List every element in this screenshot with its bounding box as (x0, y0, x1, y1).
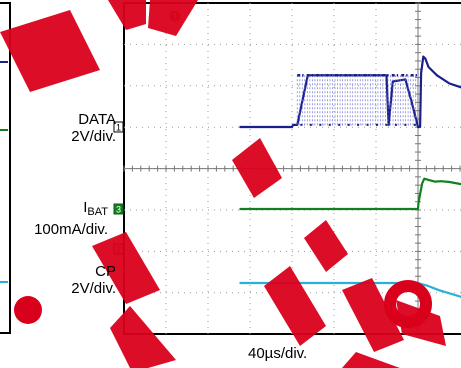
ibat-trace (239, 177, 461, 211)
channel-1-marker: 1 (113, 121, 124, 133)
watermark-stripes (0, 0, 446, 368)
watermark-dot (14, 296, 42, 324)
watermark-stroke (342, 278, 404, 352)
watermark-stroke (110, 306, 176, 368)
ibat-letter: I (83, 199, 88, 216)
cp-channel-scale: 2V/div. (71, 280, 116, 297)
watermark-stroke (232, 138, 282, 198)
left-edge-trace-strip (0, 2, 11, 334)
data-channel-scale: 2V/div. (71, 128, 116, 145)
watermark-stroke (342, 352, 400, 368)
channel-marker-number: 1 (116, 123, 121, 133)
watermark-stroke (108, 0, 146, 30)
watermark-stroke (92, 232, 160, 304)
watermark-stroke (264, 266, 326, 346)
channel-marker-box (113, 121, 124, 133)
channel-marker-number: 3 (116, 205, 121, 215)
data-channel-label: DATA 2V/div. (50, 111, 116, 145)
data-channel-name: DATA (78, 111, 116, 128)
timebase-label: 40µs/div. (248, 345, 308, 362)
ibat-channel-label: IBAT 100mA/div. (0, 199, 108, 238)
watermark-stroke (0, 10, 100, 92)
channel-marker-box (113, 203, 124, 215)
cp-channel-label: CP 2V/div. (40, 263, 116, 297)
left-strip-frame (0, 2, 11, 334)
ibat-subscript: BAT (87, 206, 108, 218)
watermark-stroke (148, 0, 198, 36)
trace-layer (239, 55, 461, 298)
data-trace (239, 55, 461, 129)
watermark-loop (384, 280, 432, 328)
ibat-channel-name: IBAT (0, 199, 108, 221)
cp-channel-name: CP (95, 263, 116, 280)
channel-3-marker: 3 (113, 203, 124, 215)
watermark-stroke (304, 220, 348, 272)
ibat-channel-scale: 100mA/div. (34, 221, 108, 238)
